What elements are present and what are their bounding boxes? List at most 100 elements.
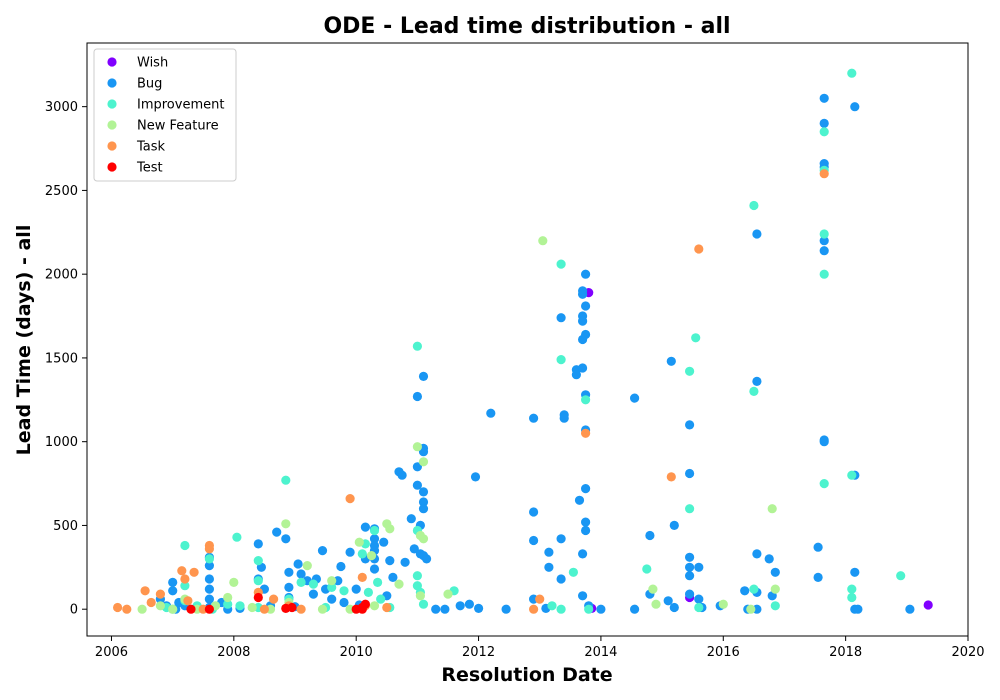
legend-label-test: Test <box>136 161 163 176</box>
point-bug <box>204 594 214 604</box>
point-improvement <box>412 341 422 351</box>
point-task <box>666 472 676 482</box>
point-bug <box>284 567 294 577</box>
point-improvement <box>819 229 829 239</box>
point-test <box>357 604 367 614</box>
point-improvement <box>847 68 857 78</box>
point-new-feature <box>770 584 780 594</box>
point-task <box>345 494 355 504</box>
point-bug <box>581 525 591 536</box>
point-bug <box>204 574 214 584</box>
point-bug <box>850 567 860 577</box>
point-improvement <box>281 475 291 485</box>
x-tick-label: 2006 <box>95 645 128 660</box>
point-bug <box>418 504 429 514</box>
point-task <box>146 597 156 608</box>
point-improvement <box>694 602 704 613</box>
point-bug <box>336 561 346 572</box>
point-new-feature <box>354 537 364 547</box>
point-bug <box>379 537 389 547</box>
point-bug <box>581 301 591 311</box>
point-test <box>186 604 196 614</box>
legend-label-bug: Bug <box>137 77 162 92</box>
point-bug <box>474 603 484 614</box>
point-bug <box>669 602 679 613</box>
point-bug <box>544 547 554 557</box>
point-task <box>204 544 214 554</box>
x-tick-label: 2016 <box>707 645 740 660</box>
legend-marker-wish <box>107 57 117 67</box>
y-axis-label: Lead Time (days) - all <box>13 225 35 456</box>
point-improvement <box>556 259 566 269</box>
point-task <box>535 594 545 604</box>
point-bug <box>339 597 349 608</box>
point-bug <box>369 564 380 574</box>
point-task <box>189 567 199 577</box>
point-bug <box>694 562 704 572</box>
point-bug <box>385 556 395 566</box>
point-task <box>155 589 165 599</box>
point-task <box>581 428 591 438</box>
point-bug <box>418 371 429 381</box>
point-bug <box>464 599 474 609</box>
point-bug <box>293 559 303 569</box>
point-new-feature <box>317 604 328 614</box>
point-new-feature <box>369 601 380 611</box>
point-bug <box>308 589 318 599</box>
point-improvement <box>556 355 566 365</box>
point-bug <box>578 316 588 326</box>
point-bug <box>529 535 539 546</box>
point-improvement <box>373 577 383 588</box>
point-bug <box>685 420 695 430</box>
point-improvement <box>339 586 349 596</box>
point-bug <box>409 544 419 554</box>
legend: Wish Bug Improvement New Feature Task Test <box>93 48 237 182</box>
point-bug <box>400 557 410 567</box>
point-new-feature <box>746 604 756 614</box>
point-bug <box>905 604 915 614</box>
point-new-feature <box>415 591 425 601</box>
point-task <box>259 604 269 614</box>
point-new-feature <box>385 524 395 534</box>
point-bug <box>578 363 588 373</box>
point-bug <box>752 549 762 559</box>
point-bug <box>578 289 588 299</box>
point-improvement <box>180 581 190 591</box>
point-new-feature <box>223 592 233 603</box>
point-bug <box>581 329 591 340</box>
point-improvement <box>847 584 857 594</box>
point-bug <box>764 554 774 564</box>
point-bug <box>388 572 398 583</box>
point-bug <box>253 539 263 549</box>
chart-title: ODE - Lead time distribution - all <box>323 14 730 39</box>
point-new-feature <box>155 601 165 611</box>
point-bug <box>529 507 539 517</box>
y-tick-label: 3000 <box>45 100 78 115</box>
point-bug <box>685 552 695 562</box>
point-new-feature <box>538 236 548 246</box>
point-new-feature <box>247 602 257 613</box>
point-bug <box>581 484 591 494</box>
point-bug <box>853 604 863 614</box>
point-task <box>113 602 123 613</box>
x-tick-label: 2008 <box>217 645 250 660</box>
point-improvement <box>556 604 566 614</box>
point-wish <box>923 600 933 610</box>
point-bug <box>694 594 704 604</box>
point-bug <box>669 520 679 531</box>
point-task <box>177 566 187 576</box>
point-bug <box>770 567 780 577</box>
point-new-feature <box>418 457 429 467</box>
point-bug <box>204 584 214 594</box>
point-improvement <box>308 579 318 589</box>
point-bug <box>412 462 422 472</box>
point-bug <box>397 470 407 480</box>
point-improvement <box>584 604 594 614</box>
point-improvement <box>253 556 263 566</box>
point-bug <box>556 313 566 323</box>
point-task <box>694 244 704 254</box>
point-new-feature <box>366 551 377 561</box>
point-new-feature <box>302 561 312 571</box>
point-improvement <box>357 549 367 559</box>
